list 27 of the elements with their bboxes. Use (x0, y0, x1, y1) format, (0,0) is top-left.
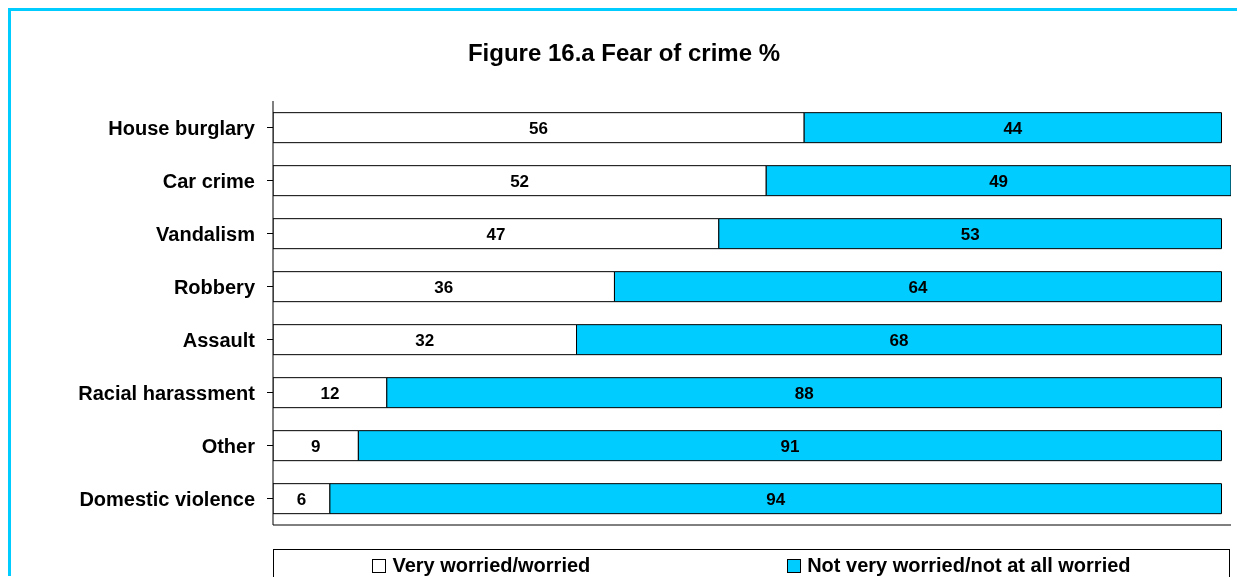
chart-title: Figure 16.a Fear of crime % (466, 38, 782, 68)
data-label: 36 (434, 277, 454, 297)
data-label: 32 (415, 330, 435, 350)
data-label: 12 (320, 383, 340, 403)
data-label: 88 (794, 383, 814, 403)
y-tick-label: House burglary (108, 116, 256, 139)
y-tick-label: Vandalism (156, 222, 255, 245)
y-tick-label: Car crime (162, 169, 255, 192)
legend-label: Very worried/worried (391, 554, 591, 577)
y-tick-label: Assault (182, 328, 256, 351)
data-label: 56 (529, 118, 549, 138)
data-label: 9 (310, 436, 321, 456)
data-label: 52 (510, 171, 530, 191)
data-label: 64 (908, 277, 928, 297)
data-label: 49 (989, 171, 1009, 191)
y-tick-label: Domestic violence (79, 487, 255, 510)
data-label: 94 (766, 489, 786, 509)
data-label: 44 (1003, 118, 1023, 138)
y-tick-label: Robbery (173, 275, 256, 298)
y-tick-label: Other (201, 434, 256, 457)
data-label: 68 (889, 330, 909, 350)
data-label: 91 (780, 436, 800, 456)
data-label: 53 (960, 224, 980, 244)
legend-label: Not very worried/not at all worried (806, 554, 1131, 577)
y-tick-label: Racial harassment (78, 381, 256, 404)
data-label: 6 (296, 489, 307, 509)
data-label: 47 (486, 224, 506, 244)
